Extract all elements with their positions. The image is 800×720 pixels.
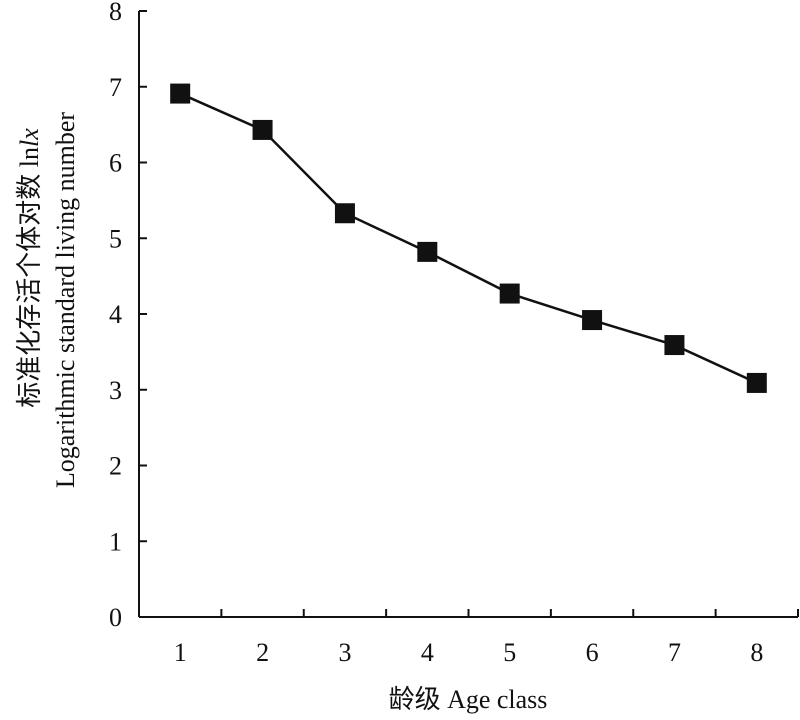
y-ticks: 0 1 2 3 4 5 6 7 8 xyxy=(109,0,147,632)
x-tick-label: 4 xyxy=(421,638,434,667)
y-tick-label: 4 xyxy=(109,300,122,329)
data-point-marker xyxy=(664,335,685,356)
y-axis-title-en: Logarithmic standard living number xyxy=(51,112,80,489)
data-point-marker xyxy=(170,83,191,104)
data-point-marker xyxy=(334,203,355,224)
y-tick-label: 7 xyxy=(109,73,122,102)
data-point-marker xyxy=(499,283,520,304)
axes xyxy=(138,11,798,618)
x-tick-label: 2 xyxy=(256,638,269,667)
x-tick-label: 6 xyxy=(586,638,599,667)
y-tick-label: 5 xyxy=(109,224,122,253)
data-point-marker xyxy=(252,119,273,140)
x-tick-label: 3 xyxy=(338,638,351,667)
x-tick-label: 7 xyxy=(668,638,681,667)
series xyxy=(170,83,767,393)
x-ticks: 1 2 3 4 5 6 7 8 xyxy=(174,609,799,667)
y-tick-label: 8 xyxy=(109,0,122,26)
y-tick-label: 1 xyxy=(109,527,122,556)
y-tick-label: 6 xyxy=(109,149,122,178)
y-axis-title-cn: 标准化存活个体对数 lnlx xyxy=(15,128,44,408)
y-tick-label: 0 xyxy=(109,603,122,632)
x-axis-title: 龄级 Age class xyxy=(389,685,548,714)
data-point-marker xyxy=(746,372,767,393)
series-line xyxy=(179,92,758,385)
data-point-marker xyxy=(582,310,603,331)
x-tick-label: 8 xyxy=(750,638,763,667)
y-tick-label: 2 xyxy=(109,452,122,481)
x-tick-label: 1 xyxy=(174,638,187,667)
x-tick-label: 5 xyxy=(503,638,516,667)
data-point-marker xyxy=(417,241,438,262)
y-tick-label: 3 xyxy=(109,376,122,405)
y-axis-title: 标准化存活个体对数 lnlx Logarithmic standard livi… xyxy=(15,112,80,489)
